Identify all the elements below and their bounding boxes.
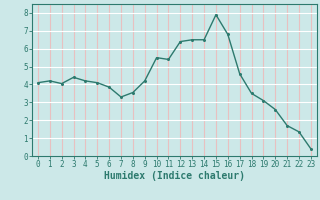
X-axis label: Humidex (Indice chaleur): Humidex (Indice chaleur) <box>104 171 245 181</box>
